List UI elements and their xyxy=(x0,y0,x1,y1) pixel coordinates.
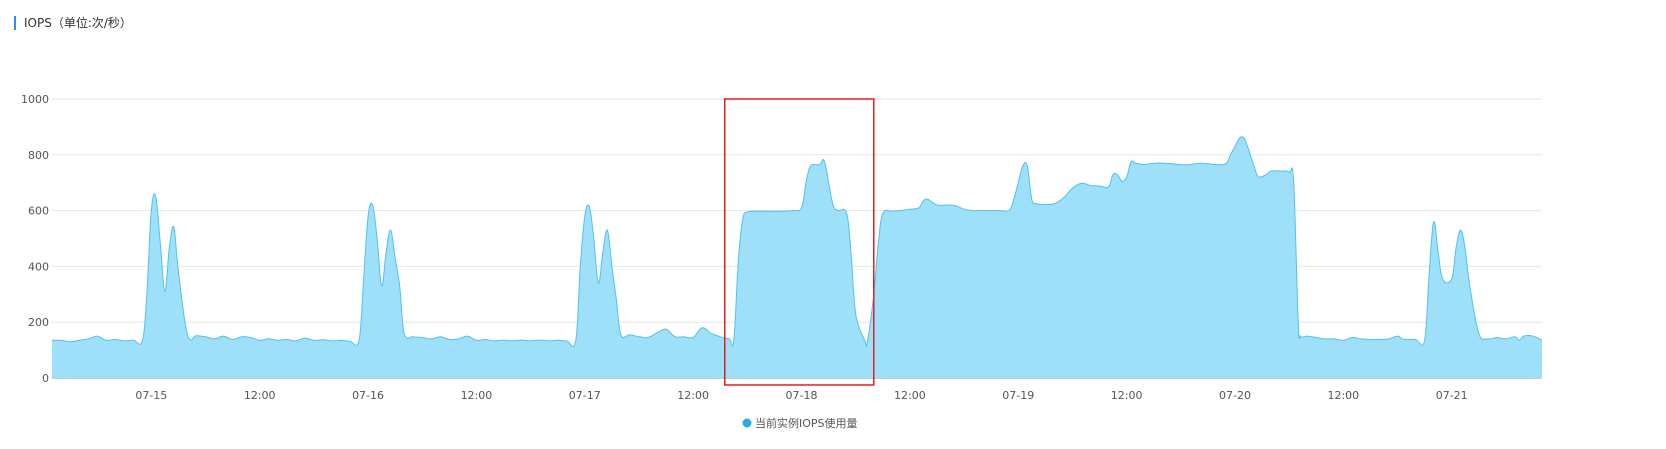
x-tick-label: 12:00 xyxy=(894,389,926,402)
x-tick-label: 07-19 xyxy=(1002,389,1034,402)
x-tick-label: 12:00 xyxy=(1327,389,1359,402)
x-tick-label: 12:00 xyxy=(1111,389,1143,402)
x-tick-label: 12:00 xyxy=(677,389,709,402)
highlight-rectangle xyxy=(724,98,875,386)
x-tick-label: 07-20 xyxy=(1219,389,1251,402)
x-tick-label: 12:00 xyxy=(461,389,493,402)
area-series xyxy=(51,136,1543,378)
y-tick-label: 0 xyxy=(42,372,49,385)
x-tick-label: 07-16 xyxy=(352,389,384,402)
x-tick-label: 07-15 xyxy=(135,389,167,402)
legend[interactable]: 当前实例IOPS使用量 xyxy=(742,416,858,430)
x-tick-label: 12:00 xyxy=(244,389,276,402)
x-tick-labels: 07-15 12:00 07-16 12:00 07-17 12:00 07-18 12:00… xyxy=(135,389,1467,402)
highlight-box xyxy=(724,98,875,386)
legend-label[interactable]: 当前实例IOPS使用量 xyxy=(755,416,858,430)
panel-title: IOPS（单位:次/秒） xyxy=(14,16,132,30)
y-tick-label: 400 xyxy=(28,260,49,273)
x-tick-label: 07-17 xyxy=(569,389,601,402)
x-tick-label: 07-21 xyxy=(1436,389,1468,402)
x-tick-label: 07-18 xyxy=(786,389,818,402)
y-tick-label: 1000 xyxy=(21,93,49,106)
y-tick-label: 200 xyxy=(28,316,49,329)
y-tick-labels: 0 200 400 600 800 1000 xyxy=(21,93,49,385)
y-tick-label: 600 xyxy=(28,205,49,218)
y-tick-label: 800 xyxy=(28,149,49,162)
series-area-fill xyxy=(52,136,1542,378)
series-line xyxy=(51,136,1543,347)
legend-marker[interactable] xyxy=(742,418,752,428)
